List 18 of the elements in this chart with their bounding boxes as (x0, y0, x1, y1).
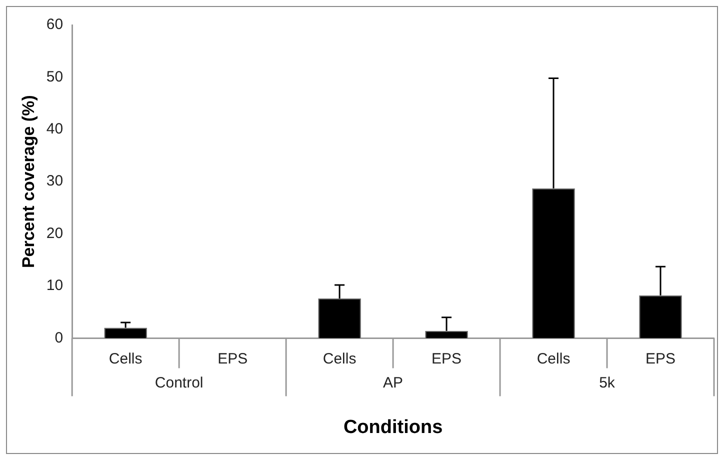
x-tick-label: Cells (536, 350, 570, 368)
x-tick-label: EPS (646, 350, 676, 368)
text: 5k (599, 374, 616, 392)
y-tick-label: 30 (46, 172, 64, 190)
text: Control (154, 374, 204, 392)
y-tick-label: 40 (46, 120, 64, 138)
x-tick-label: Cells (108, 350, 142, 368)
text: AP (383, 374, 404, 392)
y-tick-label: 0 (54, 329, 64, 346)
y-axis-title: Percent coverage (%) (18, 95, 38, 268)
x-tick-label: EPS (432, 350, 462, 368)
y-tick-label: 50 (46, 68, 64, 86)
y-tick-label: 60 (46, 16, 64, 34)
x-tick-label: Cells (322, 350, 356, 368)
x-tick-label: EPS (218, 350, 248, 368)
y-tick-label: 10 (46, 277, 64, 294)
x-axis-title: Conditions (343, 416, 443, 438)
y-tick-label: 20 (46, 224, 64, 242)
